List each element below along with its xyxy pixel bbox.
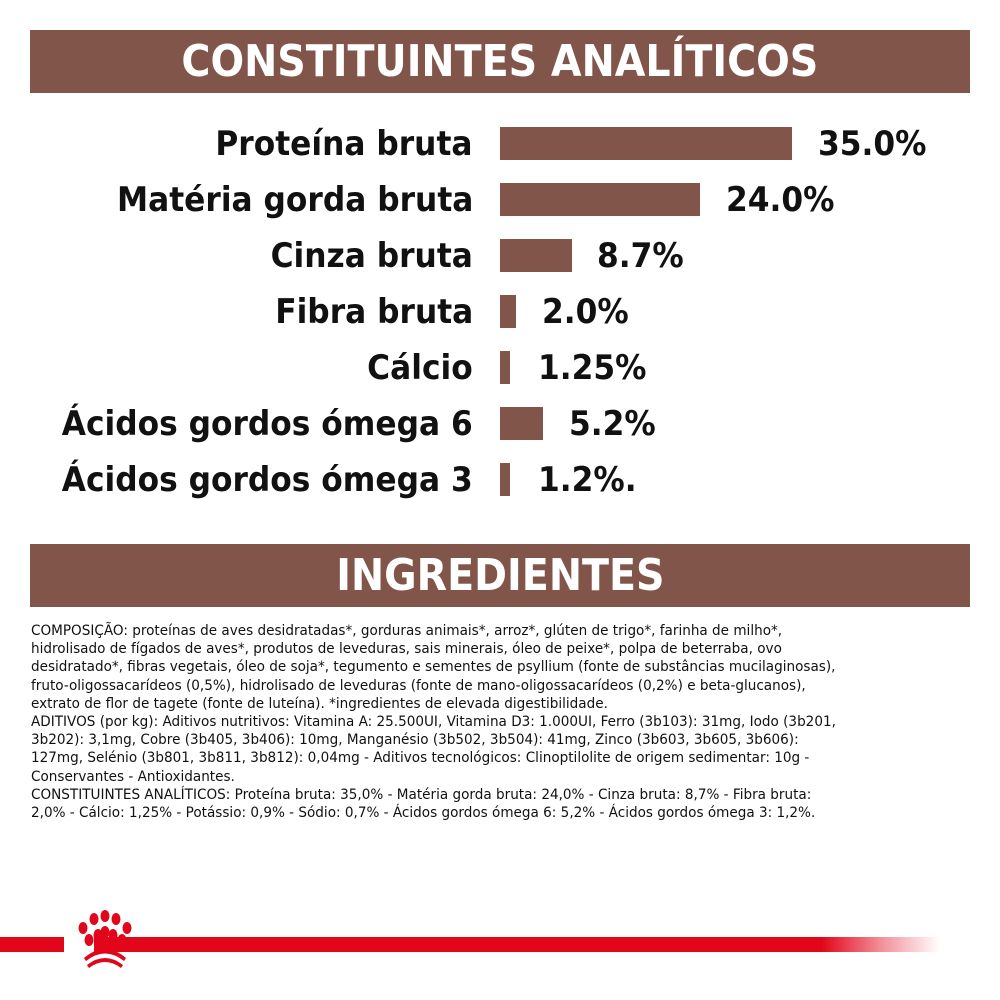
bar [500,351,510,384]
row-value: 1.25% [538,348,647,388]
row-value: 1.2%. [538,460,637,500]
chart-row: Fibra bruta 2.0% [0,288,1000,344]
ingredients-text: COMPOSIÇÃO: proteínas de aves desidratad… [31,622,976,822]
row-label: Cálcio [367,348,473,388]
bar [500,127,792,160]
ingredients-line: 3b202): 3,1mg, Cobre (3b405, 3b406): 10m… [31,731,799,749]
ingredients-title: INGREDIENTES [335,550,665,601]
chart-row: Cinza bruta 8.7% [0,232,1000,288]
row-label: Ácidos gordos ómega 6 [61,404,473,444]
chart-row: Proteína bruta 35.0% [0,120,1000,176]
ingredients-line: Conservantes - Antioxidantes. [31,767,235,785]
ingredients-line: ADITIVOS (por kg): Aditivos nutritivos: … [31,713,836,731]
ingredients-line: fruto-oligossacarídeos (0,5%), hidrolisa… [31,676,806,694]
chart-row: Ácidos gordos ómega 3 1.2%. [0,456,1000,512]
row-label: Ácidos gordos ómega 3 [61,460,473,500]
row-value: 35.0% [818,124,927,164]
chart-row: Cálcio 1.25% [0,344,1000,400]
constituents-bar-chart: Proteína bruta 35.0% Matéria gorda bruta… [0,120,1000,510]
ingredients-line: CONSTITUINTES ANALÍTICOS: Proteína bruta… [31,785,812,803]
row-label: Cinza bruta [270,236,473,276]
bar [500,407,543,440]
bar [500,295,516,328]
row-label: Proteína bruta [215,124,473,164]
brand-stripe-right [94,937,940,952]
row-value: 8.7% [597,236,684,276]
row-value: 5.2% [569,404,656,444]
ingredients-line: desidratado*, fibras vegetais, óleo de s… [31,658,836,676]
row-value: 24.0% [726,180,835,220]
bar [500,239,572,272]
chart-row: Matéria gorda bruta 24.0% [0,176,1000,232]
ingredients-line: 127mg, Selénio (3b801, 3b811, 3b812): 0,… [31,749,810,767]
ingredients-banner: INGREDIENTES [30,544,970,607]
ingredients-line: 2,0% - Cálcio: 1,25% - Potássio: 0,9% - … [31,804,816,822]
chart-row: Ácidos gordos ómega 6 5.2% [0,400,1000,456]
bar [500,183,700,216]
brand-stripe-left [0,937,64,952]
ingredients-line: COMPOSIÇÃO: proteínas de aves desidratad… [31,622,783,639]
royal-canin-crown-icon [78,910,132,968]
bar [500,463,510,496]
row-label: Fibra bruta [274,292,473,332]
constituents-title: CONSTITUINTES ANALÍTICOS [181,36,819,87]
row-label: Matéria gorda bruta [116,180,473,220]
brand-footer [0,880,1000,1000]
ingredients-line: extrato de flor de tagete (fonte de lute… [31,694,608,712]
row-value: 2.0% [542,292,629,332]
constituents-banner: CONSTITUINTES ANALÍTICOS [30,30,970,93]
ingredients-line: hidrolisado de fígados de aves*, produto… [31,640,782,658]
